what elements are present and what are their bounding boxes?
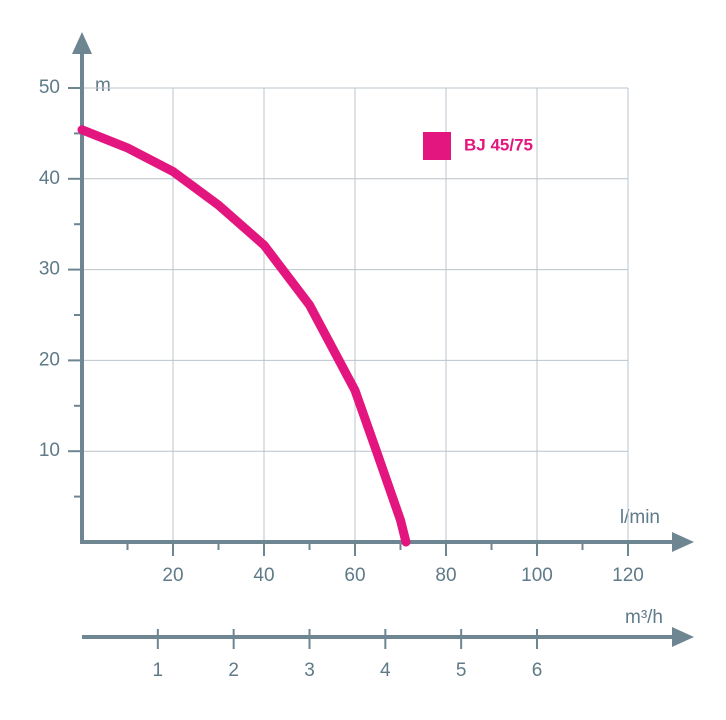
legend-swatch	[423, 132, 451, 160]
x2-tick-label: 2	[228, 660, 239, 681]
legend-label: BJ 45/75	[464, 135, 533, 154]
x2-tick-label: 5	[456, 660, 467, 681]
x2-tick-label: 1	[153, 660, 164, 681]
x2-tick-label: 3	[304, 660, 315, 681]
y-tick-label: 20	[39, 349, 60, 370]
x-tick-label: 60	[344, 565, 365, 586]
x-axis-label: l/min	[620, 507, 660, 528]
x-tick-label: 100	[521, 565, 553, 586]
x-tick-label: 120	[612, 565, 644, 586]
x2-arrow	[672, 627, 694, 647]
y-axis-label: m	[95, 75, 111, 96]
x2-tick-label: 4	[380, 660, 391, 681]
curve	[77, 125, 411, 547]
x-tick-label: 20	[162, 565, 183, 586]
y-tick-label: 30	[39, 259, 60, 280]
y-arrow	[72, 32, 92, 54]
x2-tick-label: 6	[532, 660, 543, 681]
x-tick-label: 80	[435, 565, 456, 586]
x-arrow	[672, 532, 694, 552]
x-tick-label: 40	[253, 565, 274, 586]
y-tick-label: 10	[39, 440, 60, 461]
y-tick-label: 50	[39, 77, 60, 98]
y-tick-label: 40	[39, 168, 60, 189]
x2-axis-label: m³/h	[625, 607, 663, 628]
